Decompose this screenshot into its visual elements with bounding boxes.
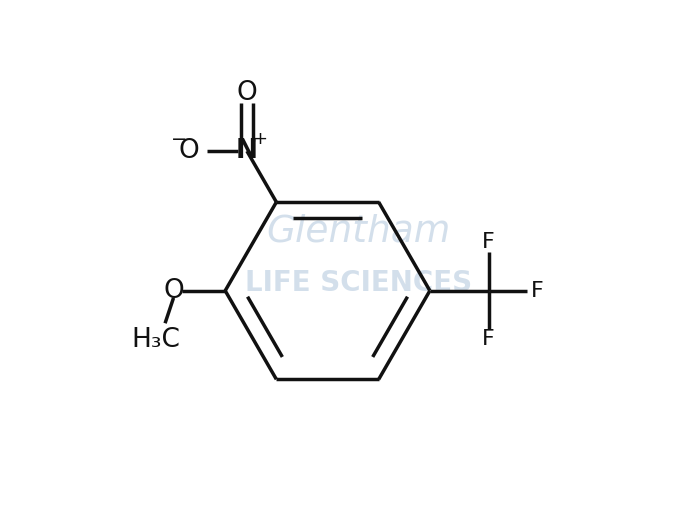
Text: Glentham: Glentham bbox=[266, 214, 450, 250]
Text: N: N bbox=[236, 138, 258, 164]
Text: O: O bbox=[179, 138, 200, 164]
Text: O: O bbox=[163, 278, 184, 304]
Text: F: F bbox=[482, 329, 495, 349]
Text: −: − bbox=[171, 131, 187, 149]
Text: LIFE SCIENCES: LIFE SCIENCES bbox=[245, 269, 472, 297]
Text: F: F bbox=[482, 232, 495, 252]
Text: F: F bbox=[531, 281, 544, 301]
Text: +: + bbox=[252, 130, 267, 148]
Text: O: O bbox=[237, 80, 258, 106]
Text: H₃C: H₃C bbox=[132, 327, 180, 353]
